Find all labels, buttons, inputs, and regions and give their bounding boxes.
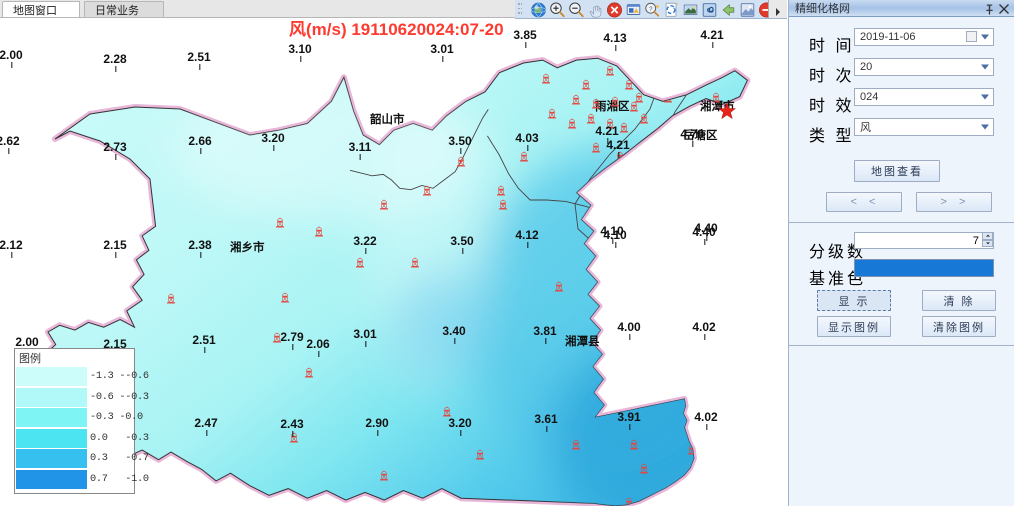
svg-text:湘乡市: 湘乡市 (230, 240, 265, 254)
svg-text:湘潭县: 湘潭县 (565, 334, 600, 348)
svg-text:韶山市: 韶山市 (370, 112, 405, 126)
svg-text:?: ? (649, 6, 653, 13)
